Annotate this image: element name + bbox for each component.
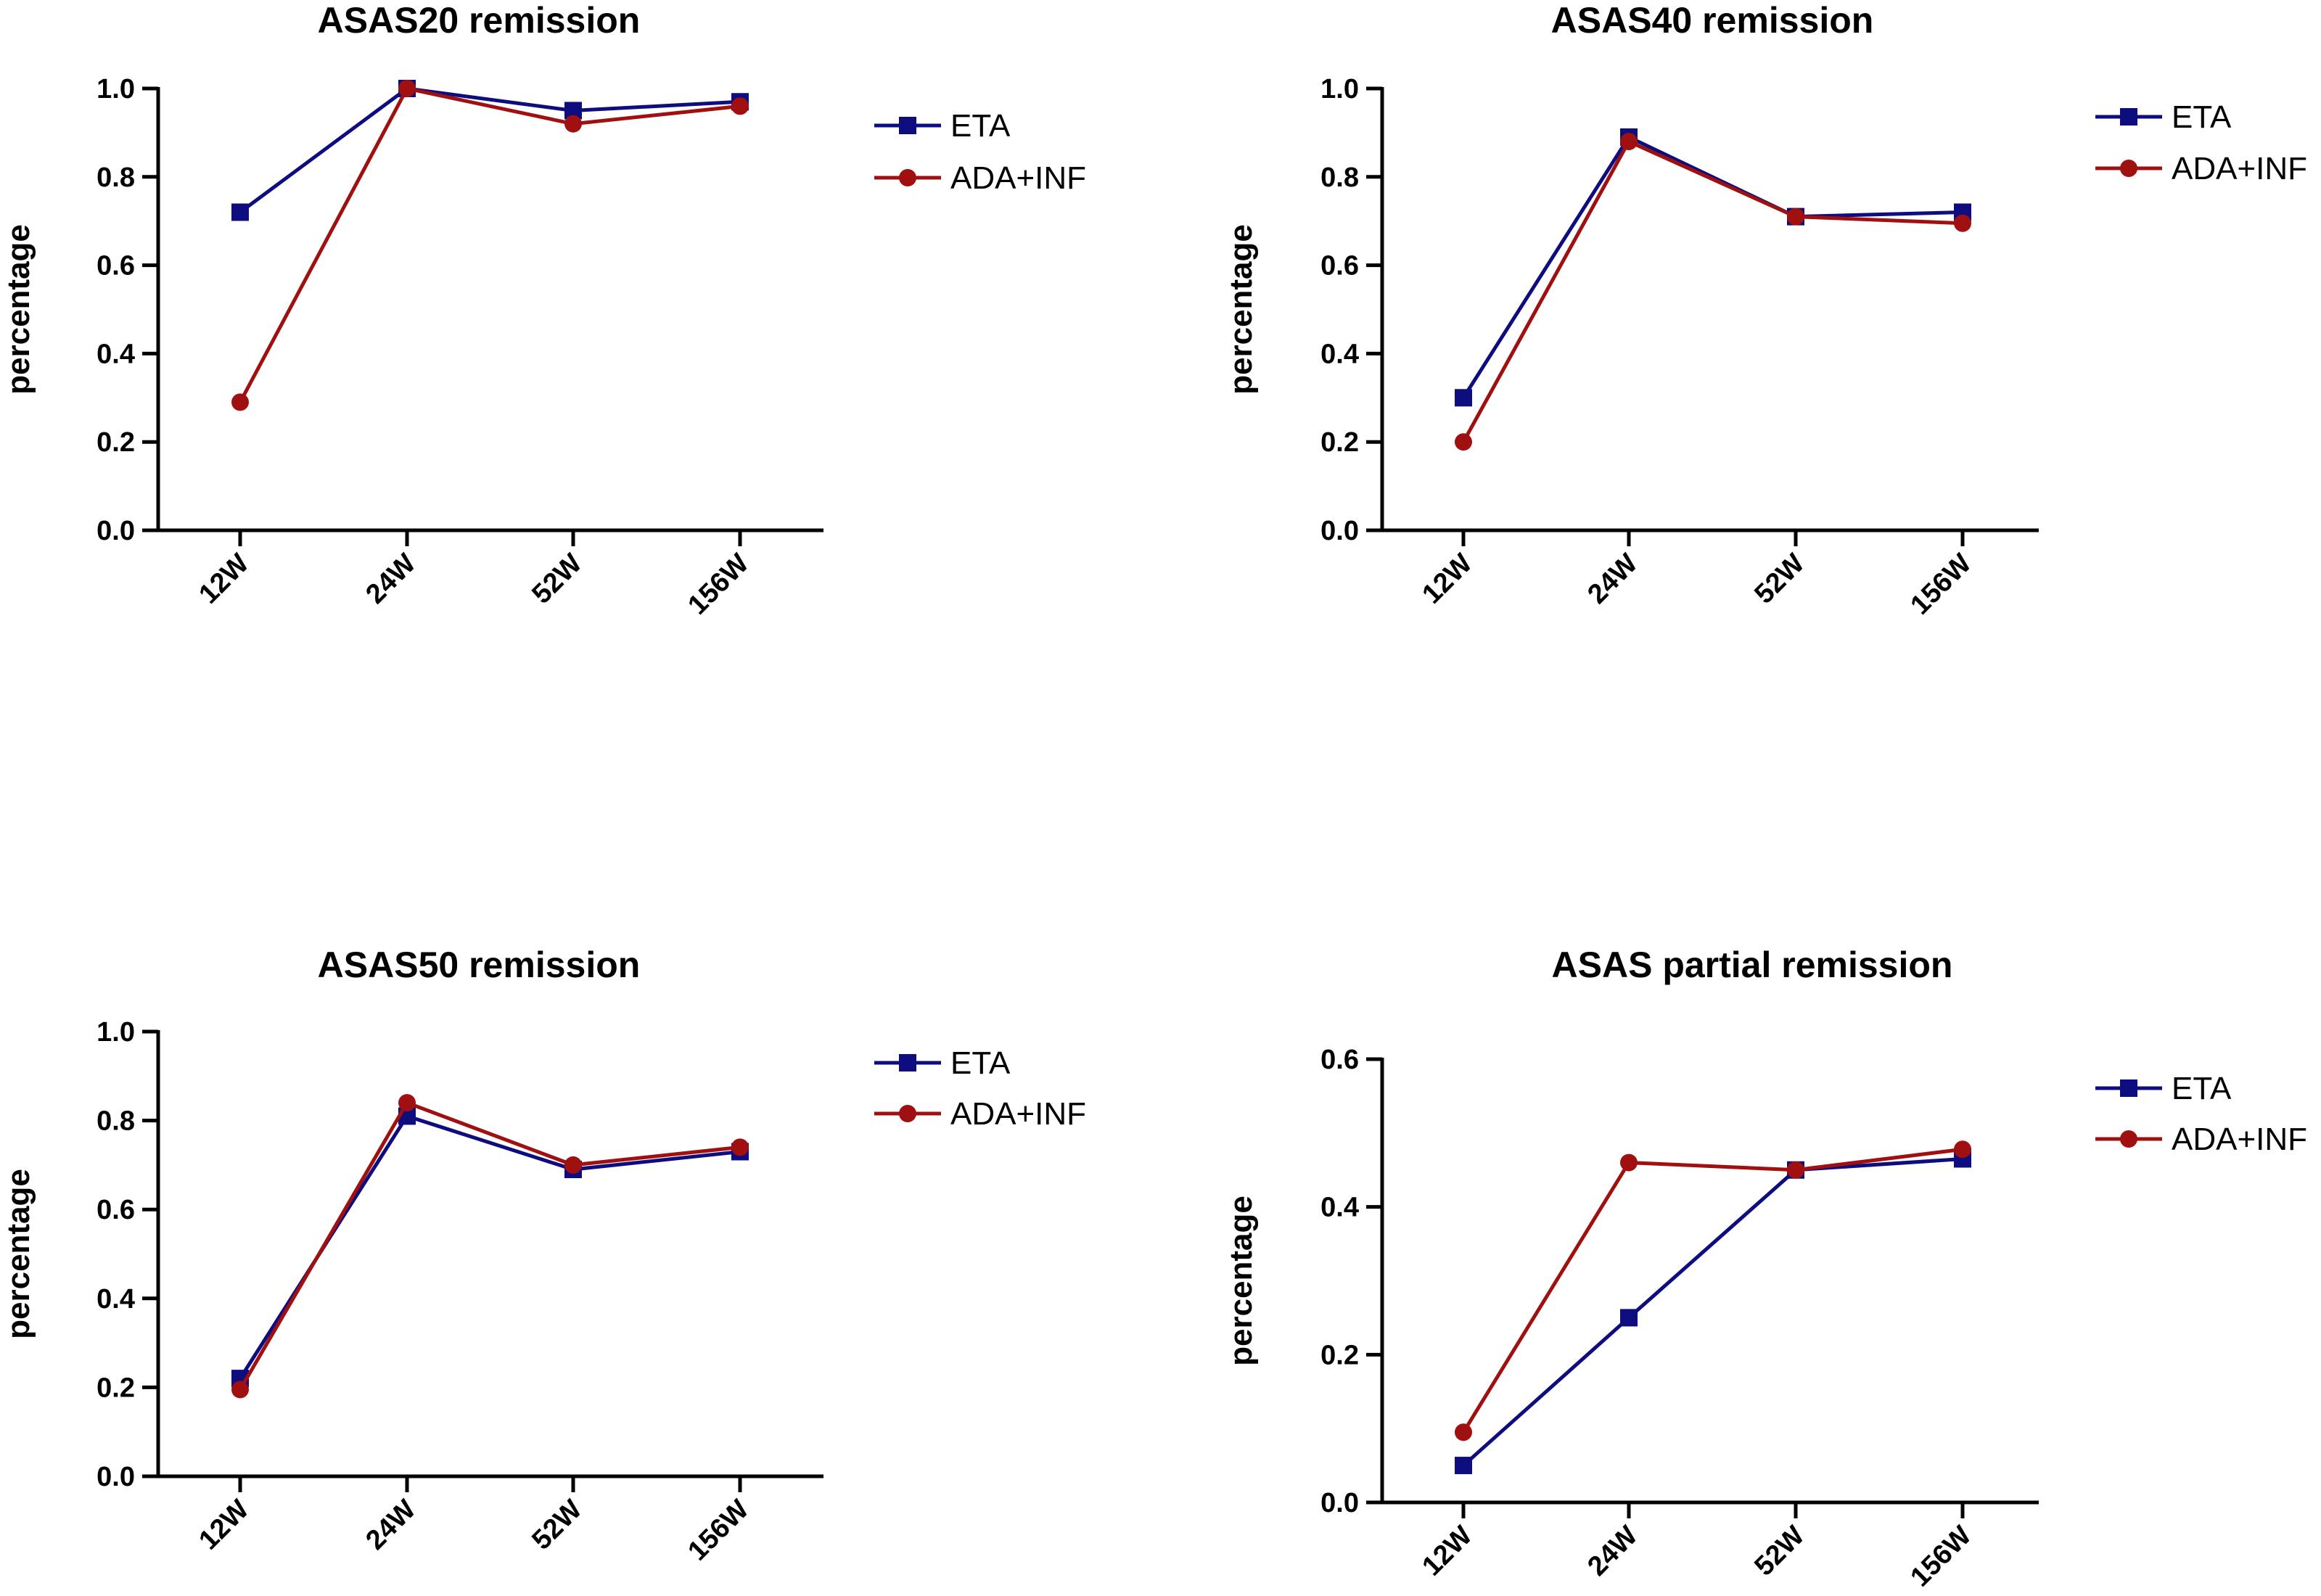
chart-panel-2: ASAS40 remission percentage 0.0 0.2 0.4 0.6 0.… (1223, 0, 2307, 621)
x-tick-label: 52W (1749, 1521, 1810, 1582)
series-line-ada-inf (238, 1100, 741, 1391)
data-point (398, 1094, 416, 1112)
y-tick-label: 0.8 (1320, 163, 1359, 193)
chart-panel-4: ASAS partial remission percentage 0.0 0.2 0.… (1223, 945, 2307, 1593)
y-tick-label: 0.4 (1320, 339, 1359, 369)
legend-label: ETA (2172, 99, 2232, 135)
y-tick-label: 0.4 (96, 1284, 135, 1315)
x-tick-label: 24W (1582, 548, 1643, 610)
legend-marker (899, 1054, 916, 1071)
y-tick-label: 0.8 (96, 163, 135, 193)
data-point (231, 203, 249, 221)
y-tick-label: 0.2 (96, 427, 135, 458)
x-tick-label: 52W (526, 548, 588, 610)
legend-label: ADA+INF (950, 1096, 1086, 1132)
x-tick-label: 52W (526, 1494, 588, 1556)
y-tick-label: 0.0 (1320, 516, 1359, 546)
data-point (231, 1381, 249, 1399)
x-tick-label: 12W (193, 1494, 255, 1556)
x-tick-label: 156W (682, 548, 755, 621)
legend-label: ETA (2172, 1071, 2232, 1106)
chart-title: ASAS40 remission (1551, 0, 1874, 41)
y-tick-label: 0.0 (96, 1462, 135, 1492)
chart-panel-1: ASAS20 remission percentage 0.0 0.2 0.4 0.6 0.… (1, 0, 1086, 621)
x-tick-label: 24W (1582, 1521, 1643, 1582)
data-point (1954, 1140, 1971, 1159)
y-axis-label: percentage (1223, 224, 1259, 395)
legend-marker (2120, 1079, 2137, 1097)
data-point (564, 115, 582, 133)
legend-marker (899, 169, 916, 186)
chart-title: ASAS50 remission (318, 945, 641, 985)
data-point (1620, 1309, 1638, 1327)
y-tick-label: 0.6 (1320, 251, 1359, 281)
data-point (1620, 133, 1638, 151)
legend-label: ADA+INF (950, 160, 1086, 196)
data-point (1455, 1457, 1472, 1475)
series-line-ada-inf (238, 86, 741, 403)
x-tick-label: 156W (1905, 548, 1977, 621)
y-tick-label: 0.6 (96, 1195, 135, 1225)
series-line-eta (1461, 134, 1963, 399)
legend-marker (2120, 108, 2137, 126)
data-point (398, 80, 416, 97)
data-point (1455, 1423, 1472, 1441)
legend-label: ADA+INF (2172, 151, 2307, 186)
data-point (1787, 207, 1804, 226)
series-line-ada-inf (1461, 1147, 1963, 1433)
y-tick-label: 0.4 (1320, 1193, 1359, 1223)
data-point (1620, 1153, 1638, 1172)
data-point (731, 97, 749, 115)
y-tick-label: 0.2 (1320, 1340, 1359, 1370)
legend-marker (899, 1105, 916, 1122)
data-point (1787, 1161, 1804, 1179)
legend-marker (899, 117, 916, 134)
y-tick-label: 0.8 (96, 1106, 135, 1137)
data-point (731, 1138, 749, 1156)
legend-label: ETA (950, 1045, 1011, 1081)
x-tick-label: 12W (1416, 1521, 1478, 1582)
y-tick-label: 1.0 (1320, 74, 1359, 104)
chart-title: ASAS partial remission (1552, 945, 1953, 985)
x-tick-label: 24W (360, 1494, 422, 1556)
y-tick-label: 0.6 (1320, 1045, 1359, 1075)
x-tick-label: 52W (1749, 548, 1810, 610)
series-line-ada-inf (1461, 139, 1963, 443)
legend-label: ETA (950, 108, 1011, 144)
y-tick-label: 0.6 (96, 251, 135, 281)
legend-label: ADA+INF (2172, 1122, 2307, 1157)
y-axis-label: percentage (1, 224, 36, 395)
y-axis-label: percentage (1223, 1196, 1259, 1366)
y-tick-label: 0.0 (1320, 1488, 1359, 1518)
legend-marker (2120, 160, 2137, 177)
y-tick-label: 0.2 (96, 1373, 135, 1403)
legend-marker (2120, 1130, 2137, 1148)
chart-panel-3: ASAS50 remission percentage 0.0 0.2 0.4 0.6 0.… (1, 945, 1086, 1567)
x-tick-label: 12W (1416, 548, 1478, 610)
y-tick-label: 0.4 (96, 339, 135, 369)
data-point (564, 1156, 582, 1174)
x-tick-label: 24W (360, 548, 422, 610)
data-point (231, 393, 249, 411)
y-tick-label: 1.0 (96, 74, 135, 104)
x-tick-label: 12W (193, 548, 255, 610)
y-tick-label: 0.2 (1320, 427, 1359, 458)
data-point (1954, 214, 1971, 232)
data-point (1455, 433, 1472, 451)
y-tick-label: 1.0 (96, 1017, 135, 1048)
series-line-eta (239, 86, 741, 214)
data-point (1455, 389, 1472, 407)
chart-title: ASAS20 remission (318, 0, 641, 41)
x-tick-label: 156W (1905, 1521, 1977, 1593)
x-tick-label: 156W (682, 1494, 755, 1567)
series-line-eta (1462, 1156, 1963, 1467)
y-axis-label: percentage (1, 1169, 36, 1339)
y-tick-label: 0.0 (96, 516, 135, 546)
